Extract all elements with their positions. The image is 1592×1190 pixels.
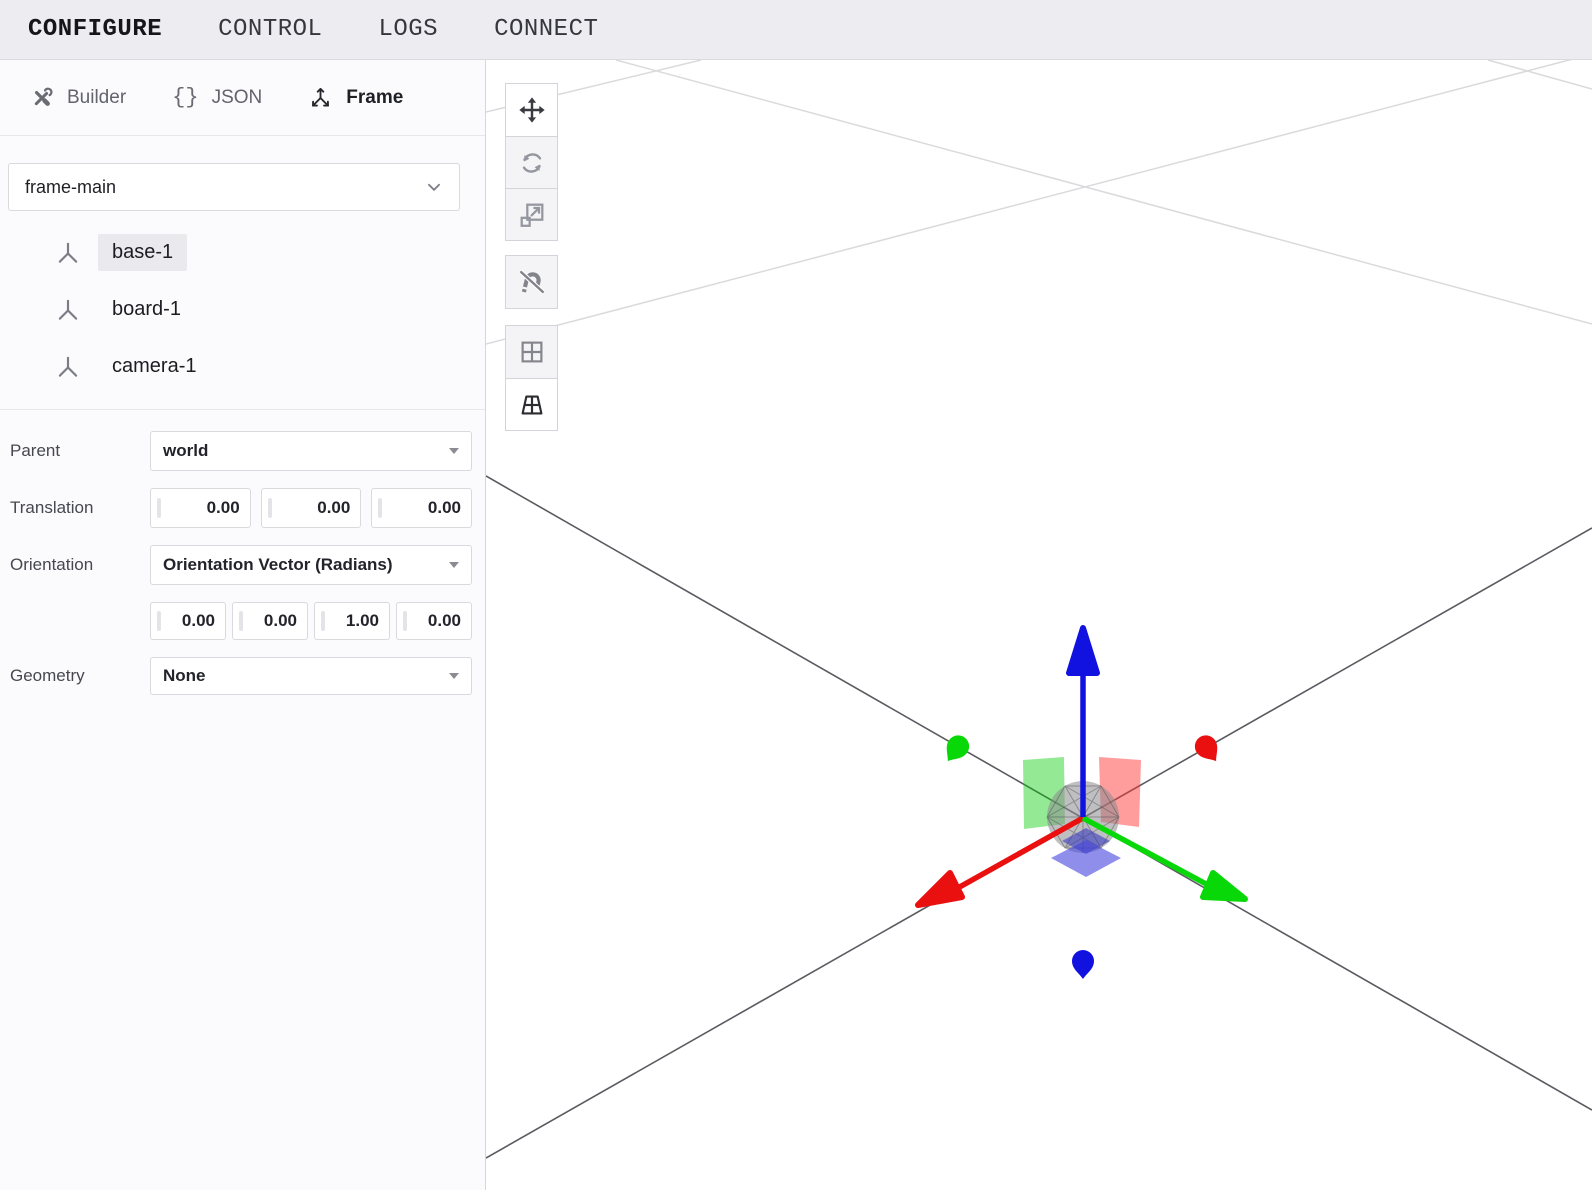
orientation-th-input[interactable]: [396, 602, 472, 640]
translation-z-input[interactable]: [371, 488, 473, 528]
orientation-type-value: Orientation Vector (Radians): [163, 555, 393, 574]
x-axis-arrowhead[interactable]: [915, 870, 965, 908]
translation-label: Translation: [10, 498, 94, 517]
orientation-z-field: [314, 602, 390, 640]
x-axis-shaft[interactable]: [954, 815, 1085, 892]
frame-node-icon: [58, 356, 78, 377]
orientation-z-input[interactable]: [314, 602, 390, 640]
orientation-y-field: [232, 602, 308, 640]
rotate-icon: [522, 152, 541, 173]
geometry-select[interactable]: None: [150, 657, 472, 695]
dropdown-arrow-icon: [449, 673, 459, 679]
z-axis-arrowhead[interactable]: [1066, 625, 1100, 676]
grid-toggle-button[interactable]: [506, 326, 557, 378]
3d-viewport[interactable]: [486, 60, 1592, 1190]
tree-item-camera-1[interactable]: camera-1: [0, 338, 485, 395]
frame-tree: base-1 board-1 camera-1: [0, 224, 485, 395]
parent-select-value: world: [163, 441, 209, 460]
translation-z-field: [371, 488, 473, 528]
frame-node-icon: [58, 242, 78, 263]
dropdown-arrow-icon: [449, 448, 459, 454]
translate-gizmo[interactable]: [915, 625, 1248, 979]
tree-item-base-1[interactable]: base-1: [0, 224, 485, 281]
parent-label: Parent: [10, 441, 61, 460]
nav-tab-logs[interactable]: LOGS: [378, 16, 439, 43]
rotate-tool-button[interactable]: [506, 136, 557, 188]
frame-select[interactable]: frame-main: [8, 163, 460, 211]
dropdown-arrow-icon: [449, 562, 459, 568]
tree-item-label: camera-1: [112, 355, 197, 377]
geometry-label: Geometry: [10, 666, 85, 685]
tree-item-label: board-1: [112, 298, 181, 320]
nav-tab-connect[interactable]: CONNECT: [494, 16, 599, 43]
chevron-down-icon: [428, 183, 440, 191]
grid-lines-far: [486, 60, 1592, 345]
orientation-x-field: [150, 602, 226, 640]
x-axis-negative-handle[interactable]: [1191, 731, 1226, 767]
sidebar-tab-bar: Builder {} JSON Frame: [0, 60, 485, 136]
y-axis-negative-handle[interactable]: [939, 731, 974, 767]
translation-x-field: [150, 488, 251, 528]
config-sidebar: Builder {} JSON Frame: [0, 60, 486, 1190]
grid-icon: [521, 341, 542, 363]
y-axis-shaft[interactable]: [1081, 815, 1210, 888]
scale-icon: [520, 203, 543, 227]
orientation-label: Orientation: [10, 555, 94, 574]
z-axis-negative-handle[interactable]: [1072, 950, 1094, 979]
perspective-grid-icon: [521, 394, 542, 415]
axes-icon: [312, 88, 330, 107]
orientation-type-select[interactable]: Orientation Vector (Radians): [150, 545, 472, 585]
y-axis-arrowhead[interactable]: [1200, 870, 1248, 902]
move-icon: [518, 97, 545, 123]
viewport-toolbar: [505, 83, 558, 431]
orientation-th-field: [396, 602, 472, 640]
tab-frame-label: Frame: [346, 86, 404, 108]
snap-off-icon: [518, 269, 545, 295]
move-tool-button[interactable]: [506, 84, 557, 136]
perspective-grid-toggle-button[interactable]: [506, 378, 557, 430]
frame-node-icon: [58, 299, 78, 320]
orientation-x-input[interactable]: [150, 602, 226, 640]
parent-select[interactable]: world: [150, 431, 472, 471]
geometry-select-value: None: [163, 666, 206, 685]
tab-builder-label: Builder: [67, 86, 127, 108]
frame-select-value: frame-main: [25, 176, 117, 197]
nav-tab-control[interactable]: CONTROL: [218, 16, 323, 43]
scale-tool-button[interactable]: [506, 188, 557, 240]
tab-json-label: JSON: [211, 86, 263, 108]
translation-y-field: [260, 488, 362, 528]
translation-y-input[interactable]: [260, 488, 362, 528]
scene-canvas[interactable]: [486, 60, 1592, 1190]
translation-x-input[interactable]: [150, 488, 251, 528]
tab-frame[interactable]: Frame: [308, 85, 403, 110]
tree-item-board-1[interactable]: board-1: [0, 281, 485, 338]
plane-handle-blue[interactable]: [1051, 840, 1121, 877]
tab-builder[interactable]: Builder: [30, 86, 126, 110]
frame-form: Parent world Translation: [0, 409, 485, 695]
tab-json[interactable]: {} JSON: [172, 85, 262, 110]
top-nav: CONFIGURE CONTROL LOGS CONNECT: [0, 0, 1592, 60]
braces-icon: {}: [172, 85, 199, 110]
tools-icon: [34, 87, 53, 106]
snap-toggle-button[interactable]: [506, 256, 557, 308]
orientation-y-input[interactable]: [232, 602, 308, 640]
tree-item-label: base-1: [98, 234, 188, 271]
nav-tab-configure[interactable]: CONFIGURE: [28, 16, 163, 43]
